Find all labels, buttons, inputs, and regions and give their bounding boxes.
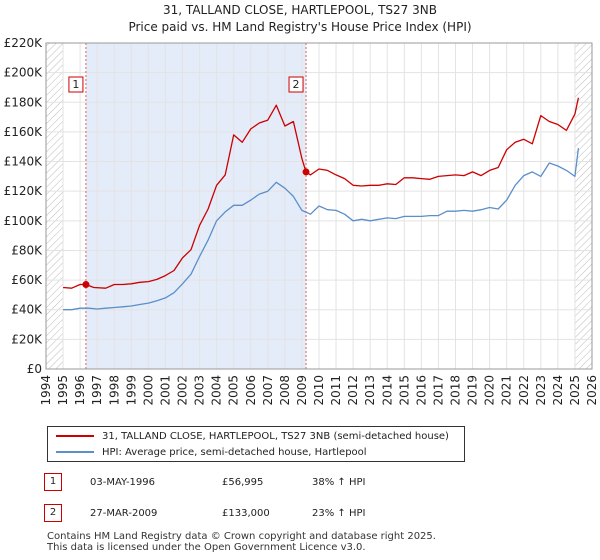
y-tick-label: £120K <box>4 184 44 198</box>
x-tick-label: 2021 <box>500 375 514 406</box>
x-tick-label: 2026 <box>585 375 599 406</box>
sale-date: 03-MAY-1996 <box>90 477 156 488</box>
x-tick-label: 2011 <box>329 375 343 406</box>
sale-2-badge-label: 2 <box>293 78 300 91</box>
chart-title-line1: 31, TALLAND CLOSE, HARTLEPOOL, TS27 3NB <box>163 3 437 17</box>
sale-price: £56,995 <box>222 477 264 488</box>
legend: 31, TALLAND CLOSE, HARTLEPOOL, TS27 3NB … <box>47 426 465 462</box>
x-tick-label: 1994 <box>39 375 53 406</box>
y-tick-label: £80K <box>11 243 43 257</box>
x-tick-label: 2009 <box>295 375 309 406</box>
sale-hpi-change: 38% ↑ HPI <box>312 477 366 488</box>
legend-item-property: 31, TALLAND CLOSE, HARTLEPOOL, TS27 3NB … <box>56 429 449 445</box>
sale-1-badge-label: 1 <box>72 78 79 91</box>
sale-hpi-change: 23% ↑ HPI <box>312 508 366 519</box>
x-tick-label: 1999 <box>124 375 138 406</box>
x-tick-label: 1996 <box>73 375 87 406</box>
property-price-line <box>63 97 580 289</box>
y-tick-label: £220K <box>4 36 44 50</box>
sale-date: 27-MAR-2009 <box>90 508 158 519</box>
y-tick-label: £140K <box>4 155 44 169</box>
legend-item-hpi: HPI: Average price, semi-detached house,… <box>56 445 367 461</box>
x-tick-label: 2005 <box>227 375 241 406</box>
sale-1-badge <box>68 76 84 93</box>
x-tick-label: 2010 <box>312 375 326 406</box>
x-tick-label: 2018 <box>449 375 463 406</box>
x-tick-label: 1997 <box>90 375 104 406</box>
legend-swatch-hpi <box>56 451 94 453</box>
x-tick-label: 2012 <box>346 375 360 406</box>
footer: Contains HM Land Registry data © Crown c… <box>47 531 436 553</box>
y-tick-label: £20K <box>11 332 43 346</box>
chart-title: 31, TALLAND CLOSE, HARTLEPOOL, TS27 3NB … <box>0 2 600 36</box>
ownership-period-shading <box>85 43 307 369</box>
x-tick-label: 1995 <box>56 375 70 406</box>
y-tick-label: £180K <box>4 95 44 109</box>
sale-marker-2: 2 <box>44 504 62 522</box>
x-tick-label: 2006 <box>244 375 258 406</box>
y-tick-label: £100K <box>4 214 44 228</box>
x-tick-label: 2001 <box>158 375 172 406</box>
pre-data-hatch <box>46 43 64 369</box>
footer-copyright: Contains HM Land Registry data © Crown c… <box>47 531 436 542</box>
legend-swatch-property <box>56 435 94 437</box>
x-tick-label: 2008 <box>278 375 292 406</box>
x-tick-label: 2024 <box>551 375 565 406</box>
x-tick-label: 2014 <box>380 375 394 406</box>
x-tick-label: 2000 <box>141 375 155 406</box>
x-tick-label: 2017 <box>431 375 445 406</box>
hpi-line <box>63 148 580 311</box>
sale-1-point <box>82 281 90 289</box>
chart-title-line2: Price paid vs. HM Land Registry's House … <box>128 20 472 34</box>
sale-row: 1 03-MAY-1996 £56,995 38% ↑ HPI <box>0 473 600 493</box>
legend-label-hpi: HPI: Average price, semi-detached house,… <box>102 447 367 458</box>
x-tick-label: 2004 <box>210 375 224 406</box>
x-tick-label: 2022 <box>517 375 531 406</box>
x-tick-label: 2019 <box>466 375 480 406</box>
y-tick-label: £60K <box>11 273 43 287</box>
y-tick-label: £0 <box>27 362 42 376</box>
x-tick-label: 1998 <box>107 375 121 406</box>
sale-2-badge <box>288 76 304 93</box>
x-tick-label: 2013 <box>363 375 377 406</box>
plot-border <box>45 42 593 370</box>
x-tick-label: 2016 <box>414 375 428 406</box>
sale-row: 2 27-MAR-2009 £133,000 23% ↑ HPI <box>0 504 600 524</box>
future-period-hatch <box>574 43 592 369</box>
x-tick-label: 2007 <box>261 375 275 406</box>
x-tick-label: 2002 <box>176 375 190 406</box>
x-tick-label: 2023 <box>534 375 548 406</box>
footer-licence: This data is licensed under the Open Gov… <box>47 542 366 553</box>
axes: £0 £20K £40K £60K £80K £100K £120K £140K £160K £1… <box>4 36 599 406</box>
x-tick-label: 2015 <box>397 375 411 406</box>
x-tick-label: 2020 <box>483 375 497 406</box>
x-tick-label: 2025 <box>568 375 582 406</box>
sale-marker-1: 1 <box>44 473 62 491</box>
legend-label-property: 31, TALLAND CLOSE, HARTLEPOOL, TS27 3NB … <box>102 431 449 442</box>
y-tick-label: £200K <box>4 66 44 80</box>
sale-price: £133,000 <box>222 508 270 519</box>
y-tick-label: £40K <box>11 303 43 317</box>
y-tick-label: £160K <box>4 125 44 139</box>
sale-2-point <box>302 168 310 176</box>
x-tick-label: 2003 <box>193 375 207 406</box>
